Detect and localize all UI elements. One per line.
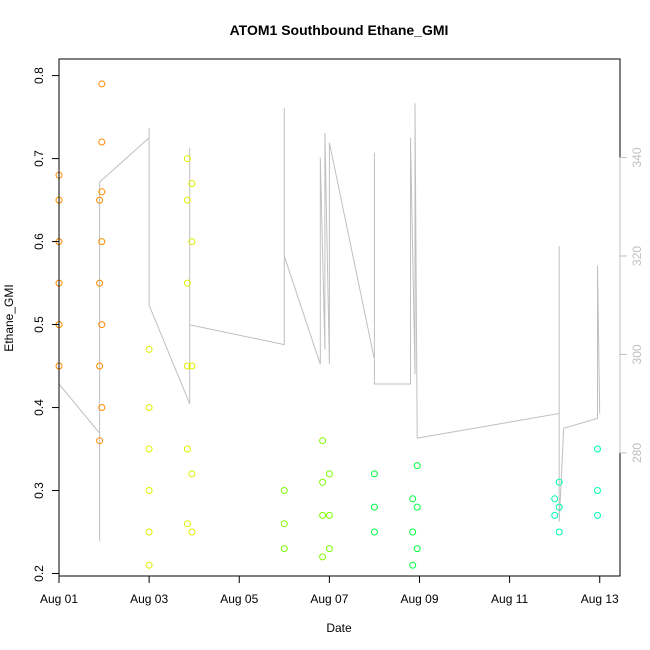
right-y-tick-label: 280 (630, 443, 644, 463)
scatter-point (413, 462, 421, 470)
scatter-point (594, 445, 601, 453)
x-axis-label: Date (326, 621, 352, 635)
scatter-point (551, 495, 559, 503)
scatter-point (183, 445, 191, 453)
scatter-point (594, 487, 601, 494)
scatter-point (183, 196, 191, 204)
scatter-point (96, 196, 104, 204)
x-tick-label: Aug 13 (581, 592, 619, 606)
x-axis: Aug 01 Aug 03 Aug 05 Aug 07 Aug 09 Aug 11 Aug … (40, 575, 619, 606)
x-tick-label: Aug 07 (310, 592, 348, 606)
scatter-point (98, 188, 106, 196)
right-y-tick-label: 340 (630, 147, 644, 167)
right-y-tick-label: 300 (630, 344, 644, 364)
x-tick-label: Aug 09 (400, 592, 438, 606)
scatter-point (188, 362, 196, 370)
scatter-point (183, 279, 191, 287)
scatter-point (145, 561, 153, 569)
scatter-point (555, 503, 563, 511)
scatter-point (98, 238, 106, 246)
scatter-point (413, 545, 421, 553)
scatter-point (145, 404, 153, 411)
y-axis: 0.2 0.3 0.4 0.5 0.6 0.7 0.8 (32, 67, 60, 582)
scatter-point (145, 487, 153, 494)
x-tick-label: Aug 03 (130, 592, 168, 606)
scatter-point (413, 503, 421, 511)
scatter-point (409, 528, 417, 536)
scatter-point (183, 155, 191, 163)
y-tick-label: 0.6 (32, 233, 46, 250)
scatter-point (319, 553, 327, 561)
x-tick-label: Aug 11 (491, 592, 528, 606)
scatter-point (319, 478, 327, 486)
scatter-point (555, 478, 563, 486)
y-tick-label: 0.4 (32, 399, 46, 416)
plot-frame (58, 58, 621, 577)
chart-title: ATOM1 Southbound Ethane_GMI (230, 22, 449, 38)
scatter-point (188, 180, 196, 187)
scatter-point (551, 511, 559, 519)
scatter-point (98, 321, 106, 329)
scatter-point (145, 528, 153, 536)
scatter-point (370, 528, 378, 536)
right-y-axis: 280 300 320 340 (619, 147, 644, 463)
scatter-point (96, 279, 104, 287)
scatter-point (145, 345, 153, 353)
scatter-point (325, 545, 333, 553)
y-tick-label: 0.5 (32, 316, 46, 333)
scatter-point (188, 470, 196, 478)
y-axis-label: Ethane_GMI (2, 284, 16, 351)
secondary-line-layer (58, 103, 601, 542)
scatter-point (280, 545, 288, 553)
scatter-point (188, 238, 196, 246)
scatter-point (325, 470, 333, 478)
scatter-point (325, 511, 333, 519)
scatter-point (319, 437, 327, 445)
scatter-point (96, 362, 104, 370)
y-tick-label: 0.2 (32, 565, 46, 582)
scatter-point (280, 487, 288, 494)
y-tick-label: 0.7 (32, 150, 46, 167)
scatter-point (98, 404, 106, 411)
right-y-tick-label: 320 (630, 246, 644, 266)
scatter-point (98, 138, 106, 146)
y-tick-label: 0.3 (32, 482, 46, 499)
scatter-point (409, 495, 417, 503)
scatter-point (183, 362, 191, 370)
scatter-point (370, 470, 378, 478)
scatter-point (280, 520, 288, 528)
scatter-point (370, 503, 378, 511)
scatter-point (96, 437, 104, 445)
scatter-point (319, 511, 327, 519)
scatter-point (188, 528, 196, 536)
scatter-point (555, 528, 563, 536)
x-tick-label: Aug 01 (40, 592, 78, 606)
y-tick-label: 0.8 (32, 67, 46, 84)
scatter-point (145, 445, 153, 453)
scatter-point (594, 511, 601, 519)
x-tick-label: Aug 05 (220, 592, 258, 606)
scatter-point (98, 80, 106, 88)
scatter-point (409, 561, 417, 569)
scatter-point (183, 520, 191, 528)
secondary-series-line (58, 103, 601, 542)
